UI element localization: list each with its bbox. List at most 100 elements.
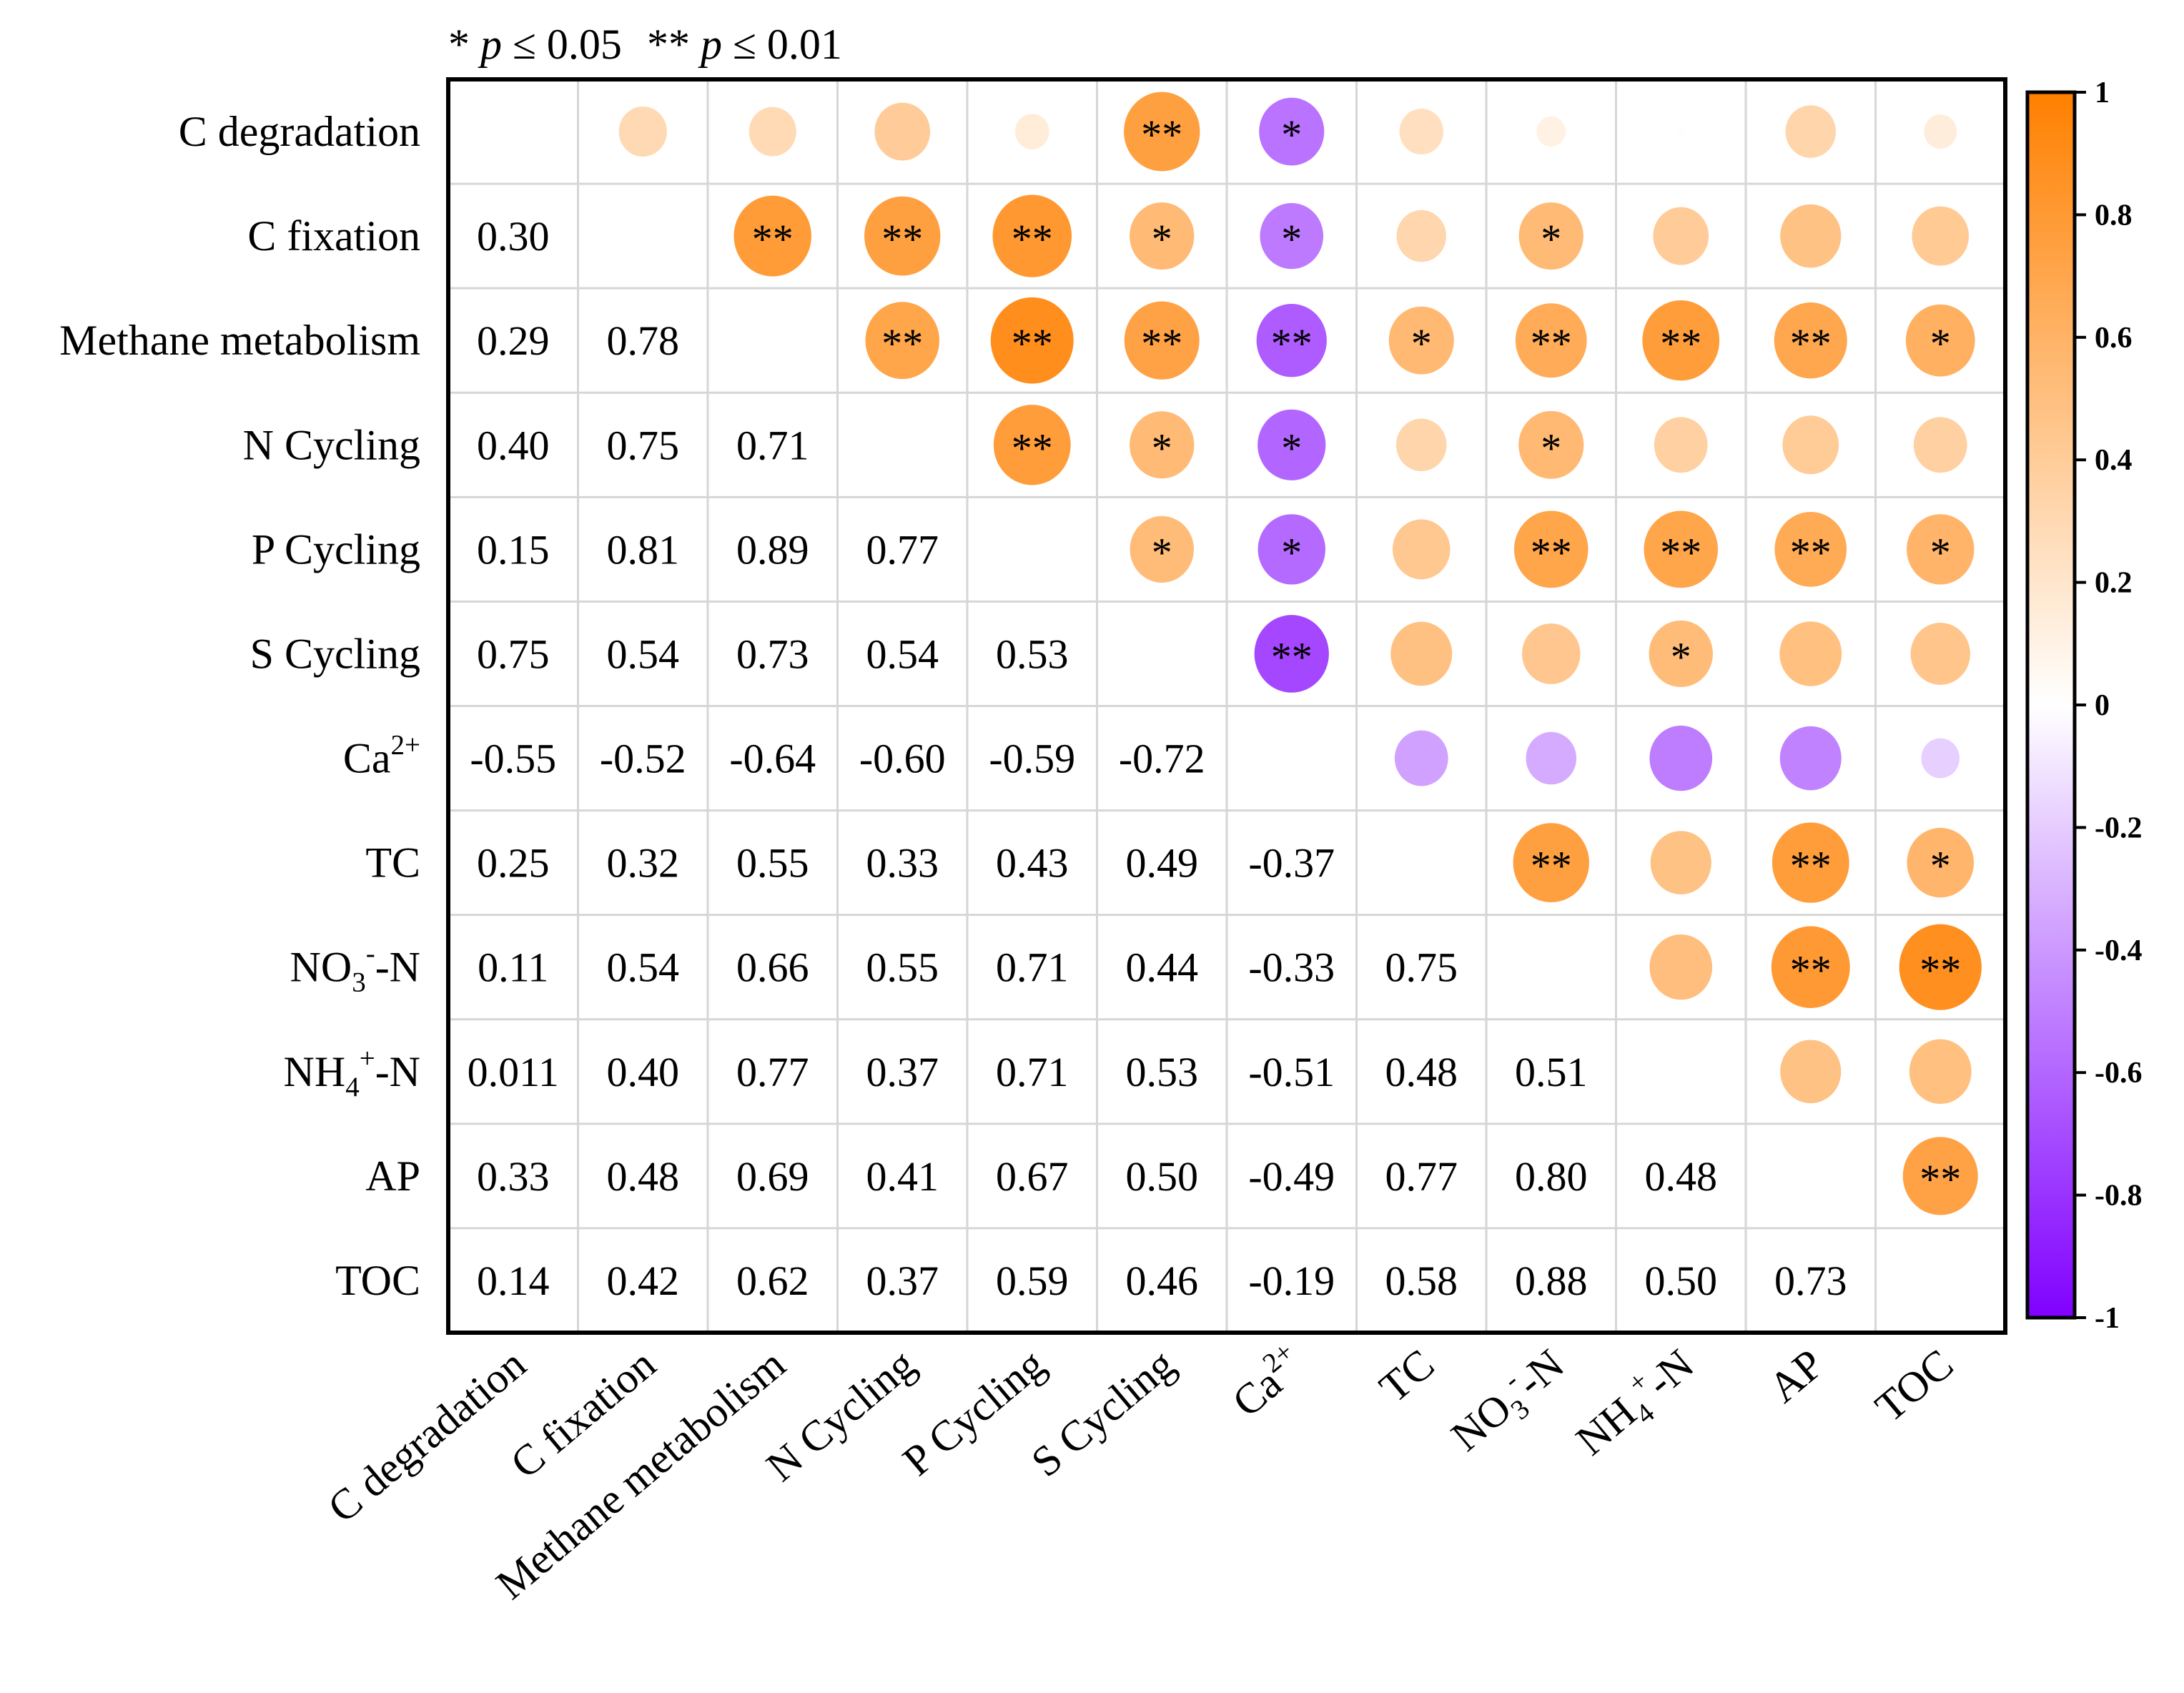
matrix-frame <box>446 77 2007 1335</box>
significance-marker: * <box>1930 529 1951 576</box>
significance-marker: ** <box>1790 947 1832 994</box>
colorbar-tick-label: 1 <box>2095 76 2110 109</box>
colorbar-tick-label: -0.8 <box>2095 1180 2143 1213</box>
row-label: Ca2+ <box>343 730 420 782</box>
correlation-circle <box>1388 306 1454 375</box>
significance-marker: ** <box>1919 947 1961 994</box>
correlation-label: -0.19 <box>1248 1258 1335 1304</box>
colorbar-tick-label: 0.4 <box>2095 444 2133 477</box>
significance-marker: ** <box>1790 529 1832 576</box>
correlation-label: 0.46 <box>1126 1258 1199 1304</box>
correlation-label: -0.60 <box>859 736 946 782</box>
significance-marker: ** <box>752 216 794 262</box>
matrix-cells: ** *0.30 ** ** ** * * *0.29 0.78 ** ** ** ** * ** ** ** *… <box>468 92 1982 1304</box>
correlation-label: 0.66 <box>736 944 809 991</box>
row-label: TOC <box>335 1257 420 1304</box>
row-label: P Cycling <box>252 525 420 573</box>
correlation-label: 0.48 <box>1385 1049 1458 1095</box>
grid-lines <box>448 79 2005 1333</box>
significance-marker: ** <box>1012 216 1053 262</box>
correlation-label: 0.40 <box>607 1049 680 1095</box>
correlation-circle <box>1256 304 1327 377</box>
correlation-circle <box>1642 300 1720 381</box>
correlation-circle <box>1257 409 1326 480</box>
correlation-label: 0.80 <box>1515 1153 1588 1200</box>
significance-marker: ** <box>1531 843 1572 889</box>
correlation-label: 0.43 <box>996 840 1069 887</box>
correlation-circle <box>1515 303 1587 378</box>
correlation-label: 0.62 <box>736 1258 809 1304</box>
significance-marker: ** <box>1790 843 1832 889</box>
correlation-circle <box>1395 418 1447 472</box>
correlation-label: -0.51 <box>1248 1049 1335 1095</box>
correlation-label: 0.77 <box>1385 1153 1458 1200</box>
correlation-circle <box>874 102 931 161</box>
significance-marker: * <box>1152 529 1172 576</box>
correlation-circle <box>1780 1040 1842 1104</box>
correlation-circle <box>748 107 796 157</box>
significance-marker: ** <box>1660 320 1701 367</box>
correlation-circle <box>1649 934 1713 1000</box>
column-label: Ca2+ <box>1220 1336 1313 1426</box>
significance-marker: ** <box>1531 529 1572 576</box>
correlation-circle <box>1912 206 1970 266</box>
significance-marker: * <box>1152 216 1172 262</box>
correlation-circle <box>1124 92 1200 172</box>
correlation-label: 0.49 <box>1126 840 1199 887</box>
correlation-circle <box>1774 302 1847 379</box>
significance-marker: * <box>1281 529 1302 576</box>
correlation-label: 0.42 <box>607 1258 680 1304</box>
correlation-label: -0.64 <box>729 736 816 782</box>
row-label: AP <box>365 1152 420 1200</box>
correlation-label: 0.29 <box>477 317 550 364</box>
column-label: P Cycling <box>894 1340 1054 1484</box>
correlation-label: 0.81 <box>607 526 680 573</box>
correlation-circle <box>1518 202 1583 270</box>
correlation-circle <box>1905 304 1975 377</box>
correlation-label: 0.77 <box>866 526 939 573</box>
column-label: AP <box>1760 1340 1832 1411</box>
colorbar <box>2025 90 2077 1320</box>
significance-marker: * <box>1281 112 1302 158</box>
significance-marker: * <box>1281 425 1302 471</box>
correlation-circle <box>1909 1039 1972 1105</box>
correlation-circle <box>1774 511 1847 587</box>
correlation-label: 0.78 <box>607 317 680 364</box>
correlation-circle <box>1772 822 1849 903</box>
correlation-label: 0.53 <box>1126 1049 1199 1095</box>
correlation-circle <box>1644 510 1719 588</box>
colorbar-tick-label: 0.6 <box>2095 322 2133 355</box>
correlation-circle <box>1513 510 1588 588</box>
correlation-label: 0.54 <box>607 944 680 991</box>
significance-marker: * <box>1671 633 1691 680</box>
correlation-label: 0.41 <box>866 1153 939 1200</box>
row-labels: C degradation C fixation Methane metabolis… <box>59 108 420 1304</box>
correlation-circle <box>1526 731 1577 785</box>
correlation-circle <box>1653 207 1709 265</box>
correlation-label: 0.89 <box>736 526 809 573</box>
correlation-circle <box>1910 623 1970 685</box>
correlation-label: 0.71 <box>736 422 809 468</box>
correlation-label: 0.54 <box>866 631 939 677</box>
correlation-circle <box>1779 621 1842 686</box>
correlation-label: 0.88 <box>1515 1258 1588 1304</box>
correlation-label: 0.71 <box>996 1049 1069 1095</box>
correlation-circle <box>992 194 1072 277</box>
correlation-label: 0.48 <box>1645 1153 1718 1200</box>
column-label: C degradation <box>319 1340 535 1531</box>
correlation-circle <box>1907 827 1975 898</box>
significance-marker: ** <box>1531 320 1572 367</box>
significance-marker: ** <box>881 320 923 367</box>
correlation-circle <box>1257 514 1325 585</box>
correlation-circle <box>1649 620 1713 688</box>
colorbar-ticks: 1 0.8 0.6 0.4 0.2 0 -0.2 -0.4 -0.6 -0.8 -1 <box>2075 76 2143 1335</box>
correlation-label: 0.32 <box>607 840 680 887</box>
row-label: S Cycling <box>250 630 420 677</box>
correlation-circle <box>864 196 941 276</box>
row-label: NO3--N <box>290 939 420 998</box>
correlation-circle <box>1513 823 1589 903</box>
column-label: TOC <box>1867 1340 1962 1431</box>
row-label: Methane metabolism <box>59 317 420 364</box>
correlation-label: 0.51 <box>1515 1049 1588 1095</box>
colorbar-tick-label: -0.4 <box>2095 934 2143 967</box>
